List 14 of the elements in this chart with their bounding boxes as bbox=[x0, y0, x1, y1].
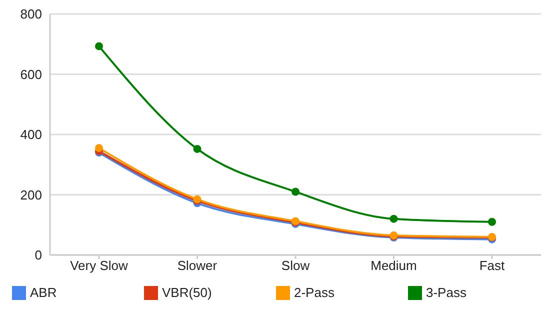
y-tick-label: 200 bbox=[20, 187, 42, 202]
y-tick-label: 600 bbox=[20, 66, 42, 82]
y-tick-label: 800 bbox=[20, 6, 42, 22]
y-tick-label: 400 bbox=[20, 127, 42, 142]
x-tick-label: Medium bbox=[370, 258, 417, 274]
y-tick-label: 0 bbox=[34, 248, 42, 263]
x-tick-label: Very Slow bbox=[70, 258, 129, 274]
legend-label: 2-Pass bbox=[294, 285, 334, 300]
legend-label: VBR(50) bbox=[162, 285, 212, 300]
x-tick-label: Fast bbox=[479, 258, 506, 274]
x-tick-label: Slower bbox=[177, 258, 218, 274]
legend-label: ABR bbox=[30, 285, 57, 300]
legend-label: 3-Pass bbox=[426, 285, 466, 300]
x-tick-label: Slow bbox=[281, 258, 310, 274]
